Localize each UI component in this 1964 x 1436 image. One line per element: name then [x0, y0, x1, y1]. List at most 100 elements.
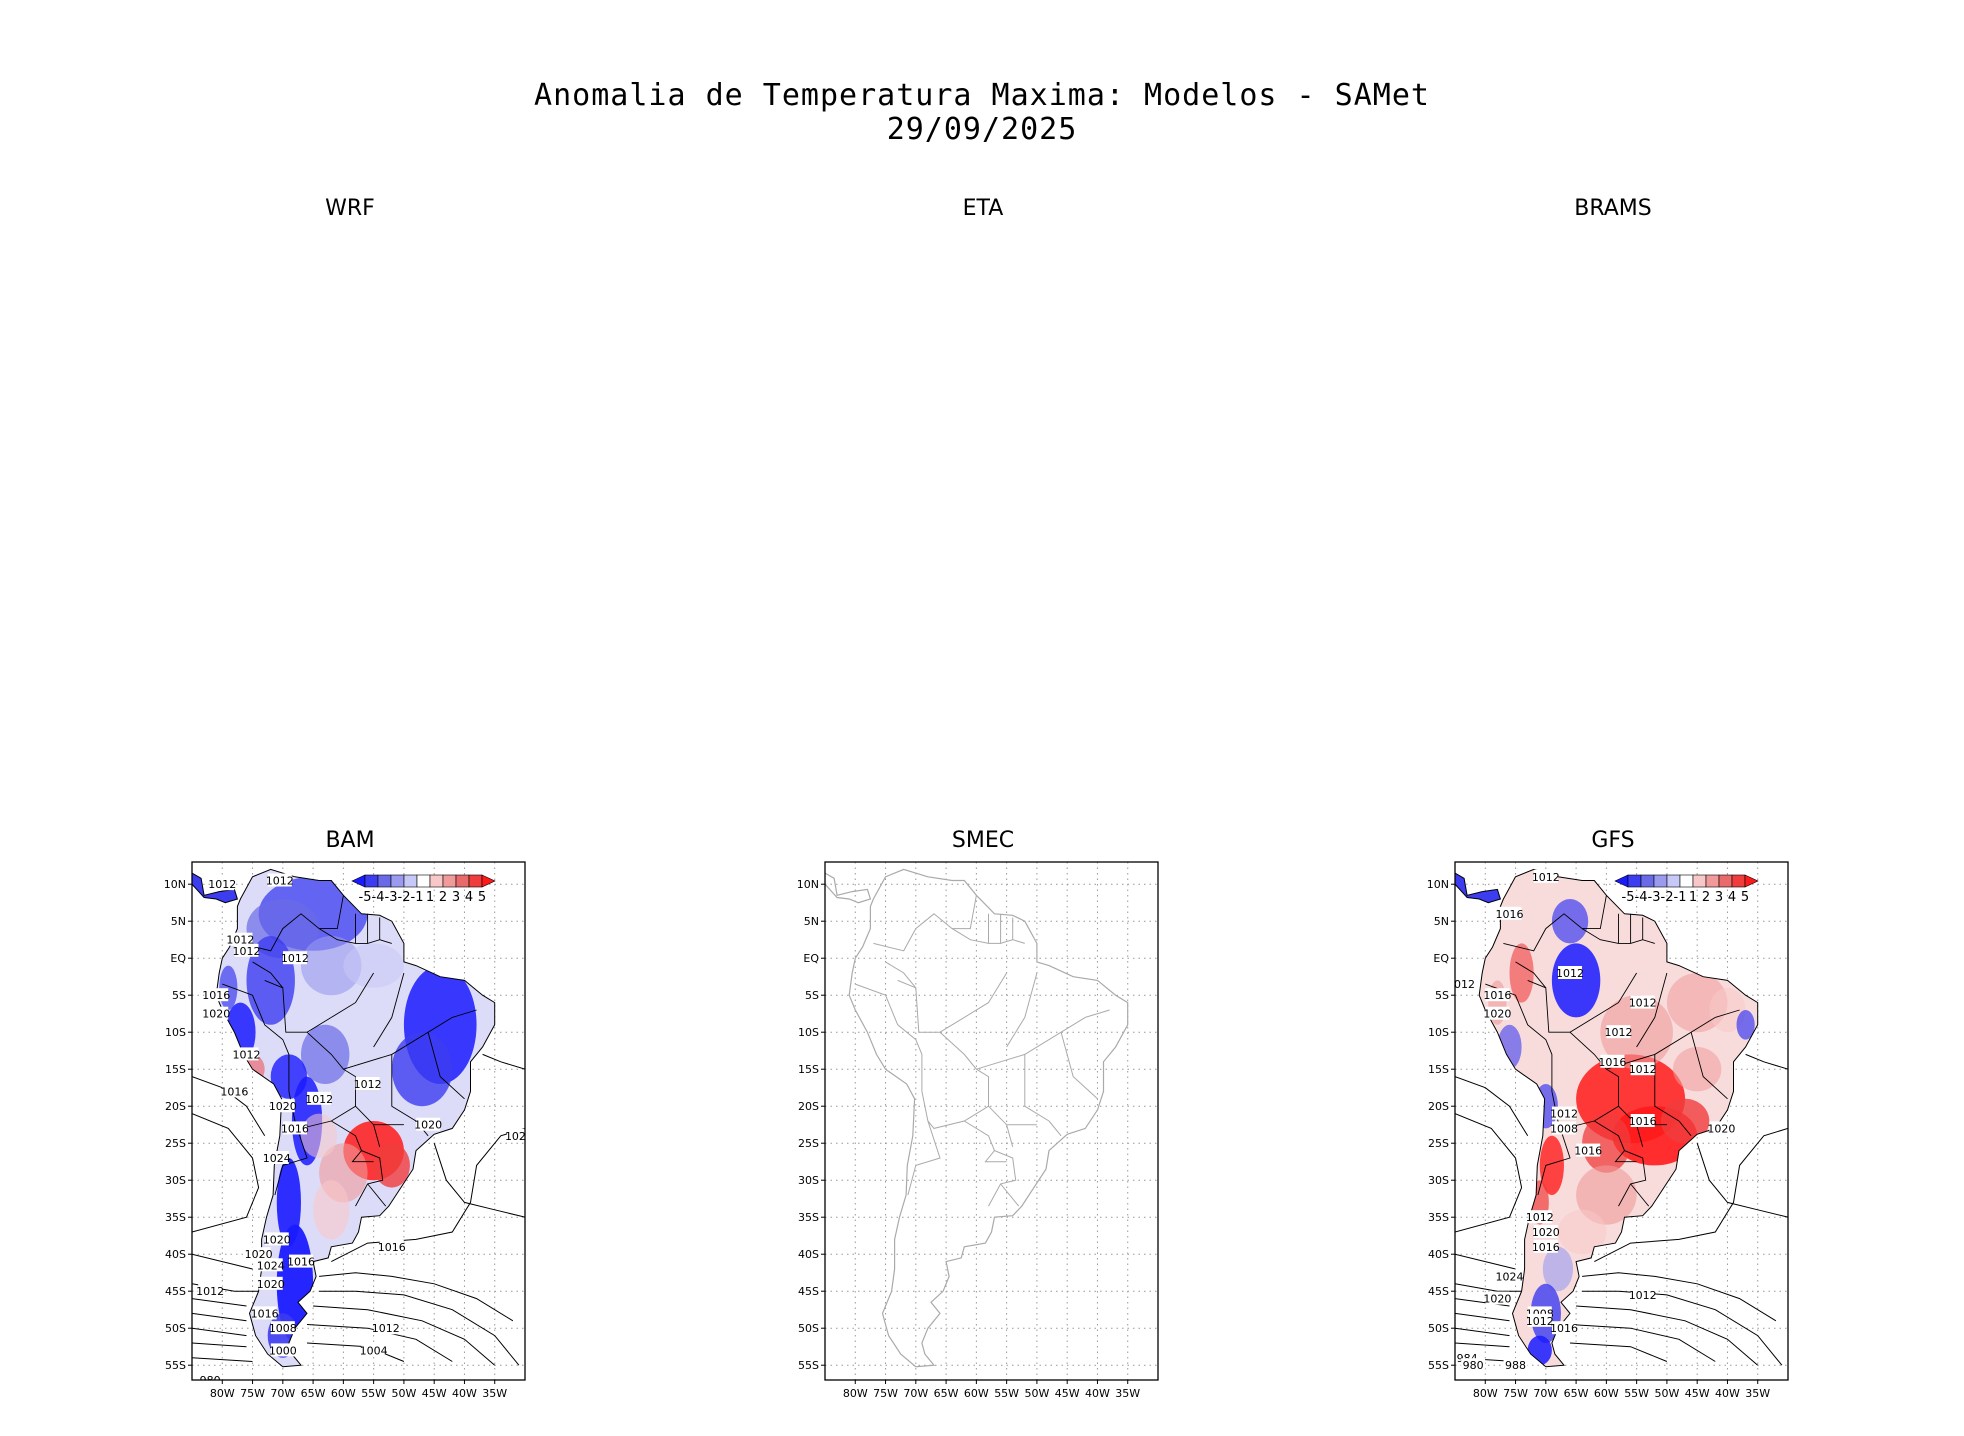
isobar-contour	[192, 1342, 247, 1348]
lon-tick-label: 45W	[1055, 1387, 1080, 1400]
contour-label-bg	[204, 1006, 229, 1020]
contour-label-bg	[355, 1077, 380, 1090]
lon-tick-label: 35W	[1745, 1387, 1770, 1400]
isobar-contour	[192, 1312, 247, 1322]
country-border	[427, 1032, 465, 1100]
isobar-contour	[433, 1143, 525, 1218]
colorbar-label: 1	[1689, 890, 1697, 905]
country-border	[1085, 1009, 1110, 1018]
lat-tick-label: EQ	[803, 952, 819, 965]
lat-tick-label: 30S	[165, 1174, 186, 1187]
contour-label-bg	[1576, 1143, 1601, 1157]
lat-tick-label: 55S	[1428, 1359, 1449, 1372]
lat-tick-label: 55S	[165, 1359, 186, 1372]
lat-tick-label: 5N	[804, 915, 819, 928]
contour-label-bg	[379, 1239, 404, 1253]
contour-label-bg	[1485, 1006, 1510, 1020]
country-border	[1606, 1017, 1716, 1070]
plot-frame	[1454, 861, 1789, 1381]
isobar-contour	[1576, 1305, 1759, 1366]
lon-tick-label: 60W	[964, 1387, 989, 1400]
panel-title-brams: BRAMS	[1574, 196, 1652, 221]
contour-label: 1016	[1483, 989, 1511, 1002]
colorbar-swatch	[1692, 874, 1707, 888]
anomaly-blob	[343, 943, 404, 988]
colorbar-swatch	[1705, 874, 1720, 888]
lat-tick-label: 15S	[1428, 1063, 1449, 1076]
country-border	[1630, 1183, 1650, 1207]
contour-label: 1020	[263, 1233, 291, 1246]
isobar-contour	[1582, 1290, 1783, 1366]
lat-tick-label: 20S	[798, 1100, 819, 1113]
anomaly-blob	[1497, 1024, 1522, 1070]
contour-label-bg	[307, 1091, 332, 1105]
lon-tick-label: 40W	[1715, 1387, 1740, 1400]
lat-tick-label: 50S	[165, 1322, 186, 1335]
contour-label: 1016	[251, 1307, 279, 1320]
contour-label-bg	[264, 1232, 289, 1246]
contour-label: 1016	[1629, 1115, 1657, 1128]
country-border	[976, 1016, 1086, 1070]
contour-label: 1008	[269, 1322, 297, 1335]
colorbar-arrow-right	[1744, 874, 1759, 888]
contour-label: 1012	[281, 952, 309, 965]
lat-tick-label: 10N	[164, 878, 186, 891]
country-border	[921, 1091, 989, 1129]
lon-tick-label: 65W	[1564, 1387, 1589, 1400]
contour-label-bg	[234, 1047, 259, 1061]
coastline-central-america	[825, 872, 872, 904]
lat-tick-label: 10N	[797, 878, 819, 891]
contour-label: 1016	[287, 1256, 315, 1269]
lat-tick-label: 5N	[1434, 915, 1449, 928]
lon-tick-label: 40W	[1085, 1387, 1110, 1400]
contour-label-bg	[1709, 1121, 1734, 1135]
isobar-contour	[1455, 1113, 1523, 1233]
country-border	[939, 1016, 965, 1033]
isobar-contour	[319, 1290, 520, 1366]
contour-label-bg	[234, 943, 259, 957]
contour-label-bg	[1551, 1106, 1576, 1120]
lat-tick-label: 30S	[798, 1174, 819, 1187]
contour-label-bg	[252, 1306, 277, 1320]
lon-tick-label: 75W	[1503, 1387, 1528, 1400]
contour-label-bg	[228, 932, 253, 946]
contour-label-bg	[264, 1151, 289, 1164]
contour-label-bg	[1533, 869, 1558, 883]
lat-tick-label: 10N	[1427, 878, 1449, 891]
contour-label: 1016	[1550, 1322, 1578, 1335]
contour-label: 1024	[263, 1152, 291, 1165]
map-gfs: 1012101610121016102010121012101210161012…	[1427, 861, 1789, 1400]
contour-label-bg	[270, 1321, 295, 1335]
isobar-contour	[313, 1305, 496, 1366]
lon-tick-label: 70W	[903, 1387, 928, 1400]
contour-label-bg	[1630, 1287, 1655, 1301]
country-border	[1527, 979, 1644, 1148]
lon-tick-label: 50W	[1654, 1387, 1679, 1400]
country-border	[1048, 1120, 1062, 1137]
colorbar-label: -4	[1635, 890, 1648, 905]
colorbar-swatch	[1653, 874, 1668, 888]
contour-label: 1012	[1604, 1026, 1632, 1039]
colorbar-swatch	[364, 874, 379, 888]
lat-tick-label: 15S	[798, 1063, 819, 1076]
colorbar-label: 3	[1715, 890, 1723, 905]
isobar-contour	[1594, 1127, 1788, 1263]
anomaly-blob	[300, 1024, 350, 1084]
country-border	[240, 895, 344, 952]
colorbar-label: -3	[385, 890, 398, 905]
lon-tick-label: 35W	[1115, 1387, 1140, 1400]
contour-label-bg	[1551, 1121, 1576, 1135]
lat-tick-label: 45S	[165, 1285, 186, 1298]
panel-title-smec: SMEC	[951, 828, 1015, 853]
country-border	[351, 1150, 374, 1163]
coastline	[848, 868, 1129, 1368]
contour-label: 1012	[1629, 997, 1657, 1010]
country-border	[373, 972, 405, 1048]
lon-tick-label: 75W	[240, 1387, 265, 1400]
colorbar-swatch	[403, 874, 418, 888]
contour-label-bg	[1600, 1054, 1625, 1068]
anomaly-blob	[1509, 943, 1534, 1003]
contour-label: 1024	[1495, 1270, 1523, 1283]
panel-title-wrf: WRF	[325, 196, 375, 221]
isobar-contour	[192, 1357, 253, 1362]
